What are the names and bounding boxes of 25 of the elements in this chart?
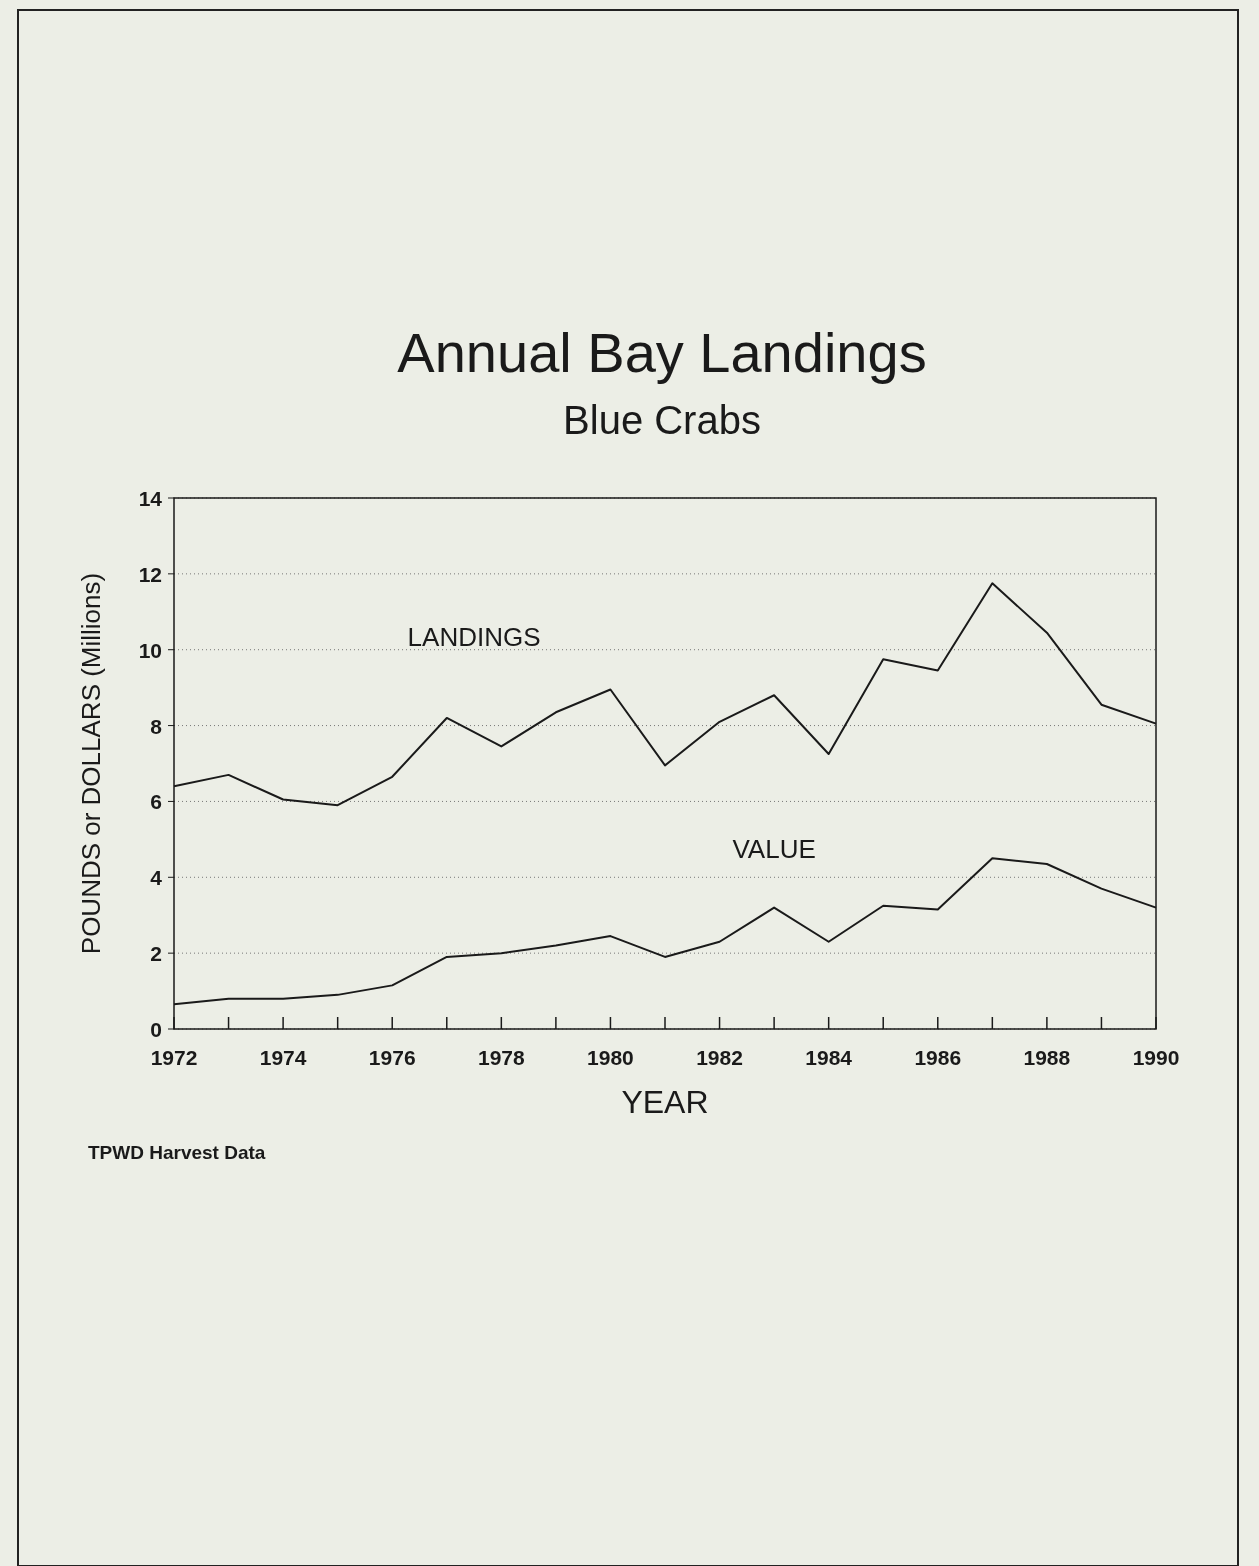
x-tick-label: 1984 [805,1046,853,1069]
x-tick-label: 1974 [259,1046,307,1069]
y-tick-label: 2 [150,942,162,966]
y-tick-label: 12 [138,562,162,586]
x-tick-label: 1980 [587,1046,634,1069]
y-axis-title: POUNDS or DOLLARS (Millions) [76,572,106,955]
x-tick-label: 1972 [150,1046,198,1069]
x-tick-label: 1978 [477,1046,526,1069]
x-tick-label: 1976 [368,1046,416,1069]
text: VALUE [732,834,816,865]
chart-title: Annual Bay Landings [397,321,927,384]
y-tick-label: 8 [150,714,163,738]
y-tick-label: 4 [150,866,163,890]
x-tick-label: 1982 [696,1046,743,1069]
text: TPWD Harvest Data [88,1142,266,1163]
x-axis-title: YEAR [621,1084,709,1120]
y-tick-label: 6 [150,790,162,814]
chart-subtitle: Blue Crabs [563,398,761,442]
x-tick-label: 1988 [1023,1046,1071,1069]
x-tick-label: 1990 [1132,1046,1180,1069]
y-tick-label: 0 [150,1018,162,1041]
x-tick-label: 1986 [914,1046,962,1069]
text: LANDINGS [407,621,541,652]
y-tick-label: 14 [138,487,163,510]
y-tick-label: 10 [138,638,162,662]
